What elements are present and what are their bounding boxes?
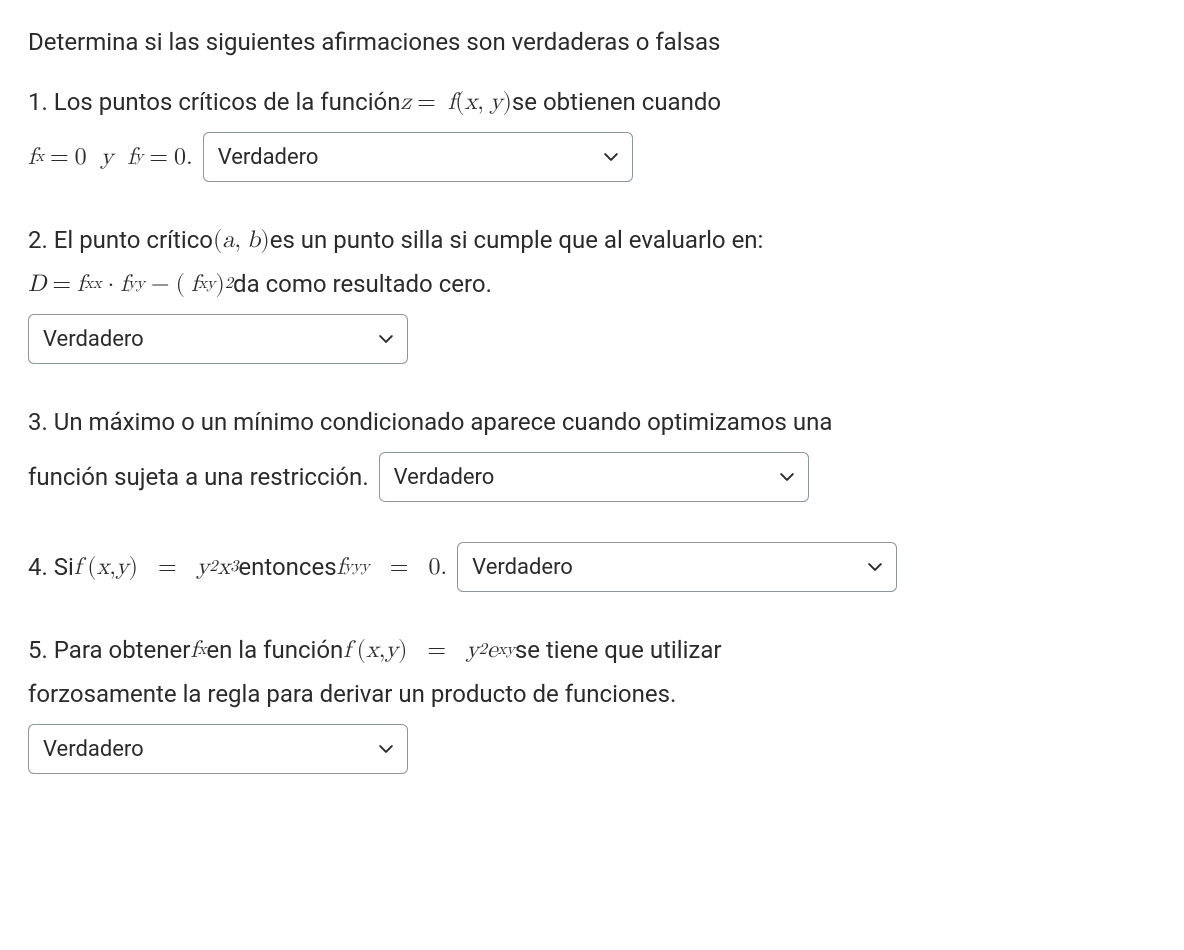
q4-line: 4. Si f(x , y) = y2x3 entonces fyyy = 0.… xyxy=(28,542,1156,592)
question-1: 1. Los puntos críticos de la función z =… xyxy=(28,84,1156,182)
q2-text-part2: es un punto silla si cumple que al evalu… xyxy=(270,222,764,258)
q4-math-lhs: f(x , y) = y2x3 xyxy=(74,549,239,585)
q1-select-value: Verdadero xyxy=(218,141,319,174)
q2-tail: da como resultado cero. xyxy=(233,266,492,302)
q1-text-part2: se obtienen cuando xyxy=(512,84,721,120)
q3-line2: función sujeta a una restricción. Verdad… xyxy=(28,452,1156,502)
q4-pre: 4. Si xyxy=(28,549,74,585)
q3-select[interactable]: Verdadero xyxy=(379,452,809,502)
q5-math-fx: fx xyxy=(190,632,206,668)
q5-select-value: Verdadero xyxy=(43,733,144,766)
q2-text-part1: 2. El punto crítico xyxy=(28,222,213,258)
q1-math-z-eq-fxy: z = f(x,y) xyxy=(400,84,511,120)
q1-math-conditions: fx = 0 y fy = 0. xyxy=(28,139,193,175)
q5-tail1: se tiene que utilizar xyxy=(515,632,722,668)
q4-select[interactable]: Verdadero xyxy=(457,542,897,592)
q1-line1: 1. Los puntos críticos de la función z =… xyxy=(28,84,1156,120)
q2-math-point: (a,b) xyxy=(213,222,270,258)
q2-math-D: D = fxx · fyy − (fxy)2 xyxy=(28,266,233,302)
q2-select-value: Verdadero xyxy=(43,323,144,356)
q1-text-part1: 1. Los puntos críticos de la función xyxy=(28,84,400,120)
question-5: 5. Para obtener fx en la función f(x , y… xyxy=(28,632,1156,774)
question-3: 3. Un máximo o un mínimo condicionado ap… xyxy=(28,404,1156,502)
q1-select[interactable]: Verdadero xyxy=(203,132,633,182)
q5-pre: 5. Para obtener xyxy=(28,632,190,668)
intro-text: Determina si las siguientes afirmaciones… xyxy=(28,24,1156,60)
q2-line2: D = fxx · fyy − (fxy)2 da como resultado… xyxy=(28,266,1156,302)
chevron-down-icon xyxy=(604,150,618,164)
chevron-down-icon xyxy=(379,742,393,756)
q2-line1: 2. El punto crítico (a,b) es un punto si… xyxy=(28,222,1156,258)
q4-mid: entonces xyxy=(238,549,336,585)
question-4: 4. Si f(x , y) = y2x3 entonces fyyy = 0.… xyxy=(28,542,1156,592)
q3-select-value: Verdadero xyxy=(394,461,495,494)
q5-select[interactable]: Verdadero xyxy=(28,724,408,774)
q4-math-rhs: fyyy = 0. xyxy=(337,549,448,585)
q5-math-fn: f(x , y) = y2exy xyxy=(343,632,515,668)
chevron-down-icon xyxy=(868,560,882,574)
q5-line2: forzosamente la regla para derivar un pr… xyxy=(28,676,1156,712)
q5-mid1: en la función xyxy=(206,632,343,668)
q2-select[interactable]: Verdadero xyxy=(28,314,408,364)
q5-line1: 5. Para obtener fx en la función f(x , y… xyxy=(28,632,1156,668)
chevron-down-icon xyxy=(780,470,794,484)
q3-line1: 3. Un máximo o un mínimo condicionado ap… xyxy=(28,404,1156,440)
chevron-down-icon xyxy=(379,332,393,346)
q1-line2: fx = 0 y fy = 0. Verdadero xyxy=(28,132,1156,182)
q4-select-value: Verdadero xyxy=(472,551,573,584)
question-2: 2. El punto crítico (a,b) es un punto si… xyxy=(28,222,1156,364)
q3-line2-pre: función sujeta a una restricción. xyxy=(28,459,369,495)
